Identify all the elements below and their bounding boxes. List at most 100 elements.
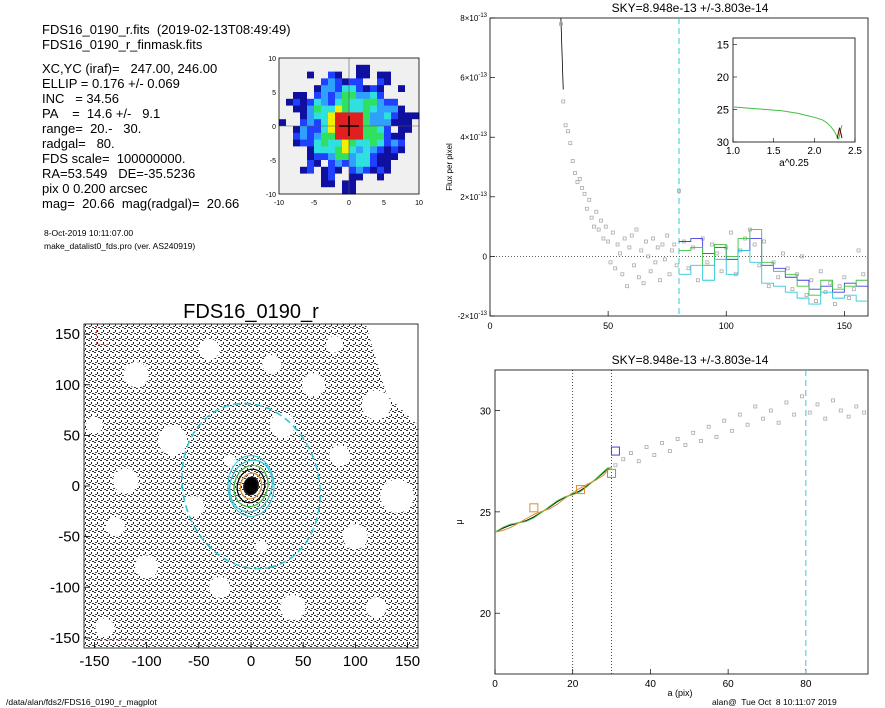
- heatmap-cell: [384, 187, 392, 195]
- heatmap-cell: [356, 153, 364, 161]
- flux-point: [575, 179, 580, 184]
- heatmap-cell: [335, 119, 343, 127]
- heatmap-cell: [342, 132, 350, 141]
- heatmap-cell: [370, 132, 378, 141]
- heatmap-cell: [398, 180, 406, 188]
- heatmap-cell: [356, 112, 364, 120]
- heatmap-cell: [279, 78, 287, 86]
- heatmap-cell: [349, 71, 357, 79]
- heatmap-cell: [293, 78, 301, 86]
- heatmap-cell: [342, 58, 350, 66]
- heatmap-cell: [363, 105, 371, 113]
- heatmap-cell: [363, 78, 371, 86]
- flux-point: [634, 227, 639, 232]
- flux-ytick: 2×10-13: [460, 192, 487, 202]
- profile-xtick: 80: [800, 679, 812, 690]
- flux-plot: SKY=8.948e-13 +/-3.803e-14 0 50 100 1508×10…: [445, 1, 869, 331]
- heatmap-cell: [342, 180, 350, 188]
- heatmap-cell: [405, 166, 413, 175]
- heatmap-cell: [314, 187, 322, 195]
- heatmap-cell: [398, 112, 406, 120]
- heatmap-cell: [412, 132, 420, 141]
- heatmap-cell: [321, 112, 329, 120]
- heatmap-cell: [412, 92, 420, 100]
- heatmap-cell: [363, 173, 371, 181]
- heatmap-cell: [349, 139, 357, 147]
- heatmap-cell: [314, 180, 322, 188]
- profile-point: [730, 428, 734, 433]
- heatmap-cell: [391, 153, 399, 161]
- heatmap-cell: [335, 173, 343, 181]
- heatmap-cell: [349, 85, 357, 93]
- heatmap-cell: [384, 98, 392, 107]
- heatmap-cell: [314, 58, 322, 66]
- params-block: XC,YC (iraf)= 247.00, 246.00 ELLIP = 0.17…: [42, 61, 239, 211]
- heatmap-cell: [321, 132, 329, 141]
- heatmap-cell: [412, 166, 420, 175]
- param-line: pix 0 0.200 arcsec: [42, 181, 148, 196]
- heatmap-cell: [356, 126, 364, 134]
- heatmap-cell: [286, 173, 294, 181]
- image-xtick: 50: [295, 653, 312, 670]
- heatmap-cell: [342, 112, 350, 120]
- flux-point: [861, 272, 866, 277]
- heatmap-cell: [377, 64, 385, 73]
- param-line: XC,YC (iraf)= 247.00, 246.00: [42, 61, 218, 76]
- image-ytick: -100: [50, 579, 80, 596]
- heatmap-cell: [293, 126, 301, 134]
- image-ytick: -150: [50, 630, 80, 647]
- inset-ytick: 30: [717, 137, 729, 149]
- heatmap-cell: [377, 98, 385, 107]
- profile-point: [660, 441, 664, 445]
- heatmap-cell: [307, 153, 315, 161]
- flux-ytick-exp: -13: [478, 132, 487, 138]
- heatmap-cell: [342, 98, 350, 107]
- heatmap-cell: [321, 98, 329, 107]
- heatmap-cell: [314, 98, 322, 107]
- param-line: mag= 20.66 mag(radgal)= 20.66: [42, 196, 240, 211]
- flux-point: [665, 233, 670, 238]
- heatmap-cell: [300, 64, 308, 73]
- profile-point: [714, 434, 719, 439]
- heatmap-cell: [335, 180, 343, 188]
- heatmap-cell: [349, 166, 357, 175]
- heatmap-cell: [307, 64, 315, 73]
- heatmap-cell: [349, 64, 357, 73]
- mask-hole: [269, 412, 295, 438]
- heatmap-cell: [328, 78, 336, 86]
- heatmap-cell: [356, 71, 364, 79]
- heatmap-cell: [370, 166, 378, 175]
- heatmap-cell: [335, 187, 343, 195]
- flux-point: [672, 242, 677, 247]
- heatmap-cell: [370, 78, 378, 86]
- heatmap-ytick: -10: [266, 192, 276, 199]
- heatmap-cell: [356, 139, 364, 147]
- heatmap-cell: [300, 173, 308, 181]
- heatmap-cell: [363, 71, 371, 79]
- heatmap-cell: [335, 98, 343, 107]
- heatmap-cell: [405, 105, 413, 113]
- mask-hole: [361, 390, 391, 420]
- heatmap-cell: [356, 64, 364, 73]
- image-ytick: 0: [72, 478, 80, 495]
- flux-point: [561, 99, 566, 104]
- heatmap-cell: [321, 180, 329, 188]
- heatmap-cell: [384, 119, 392, 127]
- heatmap-cell: [405, 180, 413, 188]
- flux-steep-line: [560, 17, 564, 90]
- heatmap-cell: [377, 160, 385, 168]
- flux-ytick: 6×10-13: [460, 73, 487, 83]
- flux-point: [589, 215, 594, 220]
- flux-point: [799, 254, 804, 259]
- heatmap-cell: [328, 160, 336, 168]
- flux-point: [599, 218, 603, 223]
- flux-point: [618, 251, 622, 256]
- heatmap-cell: [342, 139, 350, 147]
- heatmap-cell: [279, 173, 287, 181]
- heatmap-cell: [391, 105, 399, 113]
- flux-point: [573, 171, 577, 175]
- heatmap-cell: [377, 132, 385, 141]
- flux-point: [577, 177, 582, 181]
- mask-hole: [280, 594, 306, 621]
- inset-xlabel: a^0.25: [779, 158, 809, 169]
